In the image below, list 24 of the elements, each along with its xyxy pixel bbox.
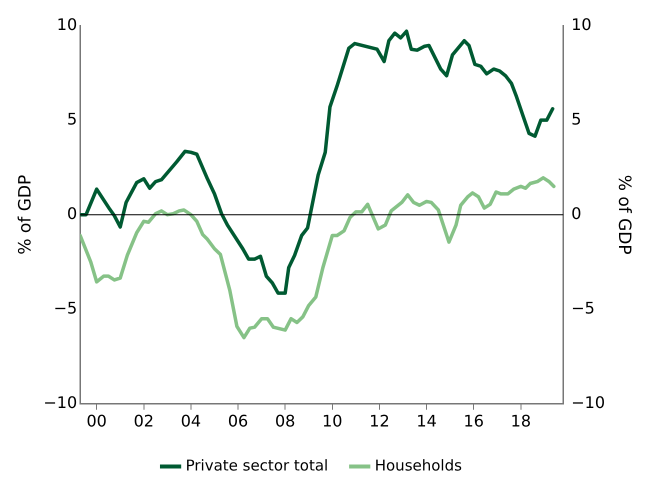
y2-axis-title: % of GDP: [614, 174, 634, 255]
y2-tick-label: −10: [571, 392, 605, 412]
x-tick-label: 02: [134, 412, 154, 431]
y2-tick-label: 5: [571, 109, 582, 128]
y-tick-label: −10: [43, 392, 78, 412]
x-tick-label: 04: [180, 412, 202, 431]
legend-label: Households: [374, 456, 462, 474]
y-tick-label: 10: [56, 14, 78, 34]
x-tick-label: 10: [322, 412, 342, 431]
y-tick-label: 5: [66, 109, 78, 128]
y-tick-label: −5: [54, 298, 78, 318]
y-tick-label: 0: [66, 204, 78, 223]
legend-label: Private sector total: [186, 456, 328, 474]
x-tick-label: 12: [369, 412, 390, 431]
x-tick-label: 16: [464, 412, 484, 431]
x-tick-label: 18: [510, 412, 531, 431]
x-tick-label: 08: [274, 412, 296, 431]
y2-tick-label: 10: [571, 14, 592, 34]
y2-tick-label: −5: [571, 298, 595, 318]
x-tick-label: 00: [86, 412, 107, 431]
x-tick-label: 06: [228, 412, 248, 431]
y-axis-title: % of GDP: [16, 174, 36, 255]
y2-tick-label: 0: [571, 204, 582, 223]
x-tick-label: 14: [416, 412, 437, 431]
